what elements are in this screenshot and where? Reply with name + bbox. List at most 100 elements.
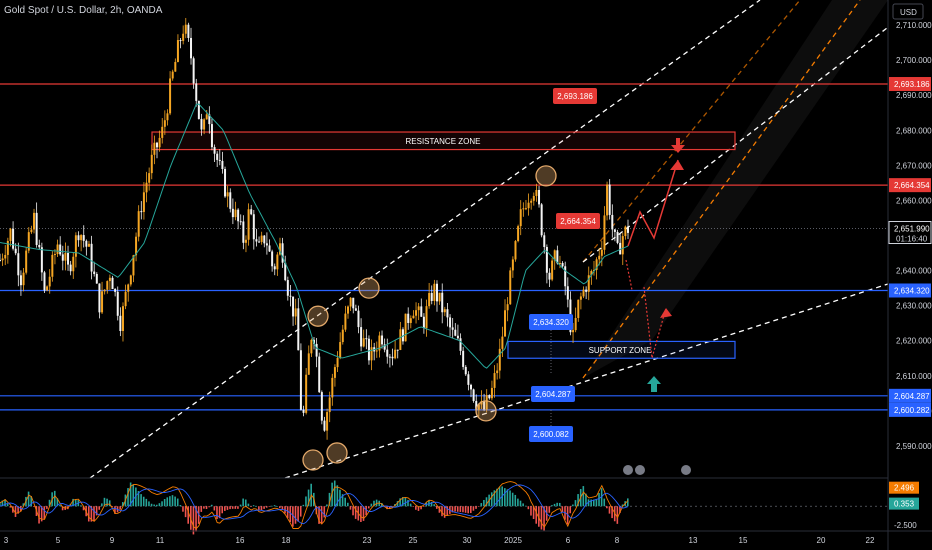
candle-body — [553, 250, 556, 261]
macd-histogram-bar — [441, 506, 443, 517]
candle-body — [488, 395, 491, 399]
macd-histogram-bar — [590, 499, 592, 507]
macd-histogram-bar — [362, 506, 365, 521]
channel-lower-line — [582, 0, 861, 379]
callout-label: 2,634.320 — [533, 318, 569, 327]
time-tick-label: 9 — [110, 536, 115, 545]
channel-layer — [89, 0, 901, 479]
macd-histogram-bar — [224, 506, 226, 511]
candle-body — [545, 246, 548, 273]
macd-histogram-bar — [551, 505, 553, 507]
candle-body — [69, 264, 72, 272]
candle-body — [140, 211, 143, 213]
candle-body — [331, 377, 334, 398]
macd-histogram-bar — [247, 503, 250, 507]
macd-histogram-bar — [14, 506, 17, 517]
macd-histogram-bar — [156, 504, 158, 507]
price-axis-tag — [889, 77, 931, 92]
candle-body — [506, 304, 509, 311]
candle-body — [572, 330, 575, 333]
macd-histogram-bar — [388, 506, 391, 509]
macd-histogram-bar — [522, 503, 524, 507]
candle-body — [77, 235, 80, 241]
candle-body — [48, 276, 51, 287]
candle-body — [543, 235, 546, 247]
macd-histogram-bar — [82, 506, 85, 511]
macd-histogram-bar — [341, 494, 344, 507]
macd-histogram-bar — [200, 506, 203, 512]
candle-body — [394, 349, 397, 359]
candle-body — [25, 250, 28, 273]
candle-body — [121, 306, 124, 332]
candle-body — [108, 277, 111, 282]
callout-label: 2,604.287 — [535, 390, 571, 399]
candle-body — [548, 272, 551, 280]
macd-histogram-bar — [381, 502, 383, 507]
macd-histogram-bar — [404, 498, 407, 507]
macd-histogram-bar — [210, 504, 213, 507]
candle-body — [4, 254, 7, 259]
candle-body — [401, 329, 404, 342]
macd-histogram-bar — [606, 506, 608, 509]
macd-histogram-bar — [276, 506, 278, 507]
time-tick-label: 5 — [56, 536, 61, 545]
macd-histogram-bar — [540, 506, 543, 530]
macd-histogram-bar — [192, 506, 195, 535]
macd-histogram-bar — [616, 506, 619, 524]
candle-body — [135, 236, 138, 256]
callout-box — [553, 88, 597, 104]
time-tick-label: 18 — [282, 536, 291, 545]
macd-histogram-bar — [627, 498, 629, 507]
macd-histogram-bar — [226, 506, 229, 510]
macd-panel — [0, 480, 888, 535]
candle-body — [514, 241, 517, 260]
candle-body — [252, 214, 255, 240]
macd-histogram-bar — [166, 497, 169, 507]
macd-histogram-bar — [517, 498, 519, 507]
macd-histogram-bar — [38, 506, 40, 524]
candle-body — [613, 229, 616, 232]
macd-axis-tag — [889, 481, 919, 494]
candle-body — [231, 208, 234, 218]
candle-body — [574, 317, 577, 331]
candle-body — [234, 209, 237, 218]
macd-histogram-bar — [119, 506, 121, 510]
macd-histogram-bar — [229, 506, 231, 510]
price-axis-tag-label: 2,664.354 — [894, 181, 930, 190]
candle-body — [14, 248, 17, 254]
candle-body — [221, 160, 224, 170]
macd-histogram-bar — [87, 506, 90, 522]
candle-body — [587, 275, 590, 292]
macd-histogram-bar — [506, 489, 509, 507]
candle-body — [375, 350, 378, 352]
candle-body — [496, 370, 499, 374]
candle-body — [378, 335, 381, 351]
price-axis-tag — [889, 283, 931, 298]
candle-body — [535, 190, 538, 196]
price-tick-label: 2,710.000 — [896, 21, 932, 30]
macd-histogram-bar — [127, 488, 129, 507]
candle-body — [90, 243, 93, 272]
candle-body — [326, 412, 329, 431]
candle-body — [475, 400, 478, 410]
candle-body — [229, 192, 232, 209]
macd-histogram-bar — [292, 506, 294, 527]
up-arrow-shaft — [651, 384, 657, 392]
candle-body — [302, 409, 305, 413]
candle-body — [260, 235, 263, 242]
candle-body — [585, 289, 588, 292]
macd-histogram-bar — [1, 500, 4, 507]
macd-histogram-bar — [255, 506, 258, 507]
macd-histogram-bar — [286, 506, 289, 519]
candle-body — [438, 292, 441, 302]
price-tick-label: 2,660.000 — [896, 196, 932, 205]
candle-body — [106, 281, 109, 290]
candle-body — [522, 208, 525, 210]
candle-body — [255, 239, 258, 242]
candle-body — [433, 283, 436, 301]
macd-histogram-bar — [412, 506, 415, 507]
macd-histogram-bar — [556, 502, 558, 507]
price-tick-label: 2,610.000 — [896, 372, 932, 381]
macd-histogram-bar — [74, 499, 77, 507]
